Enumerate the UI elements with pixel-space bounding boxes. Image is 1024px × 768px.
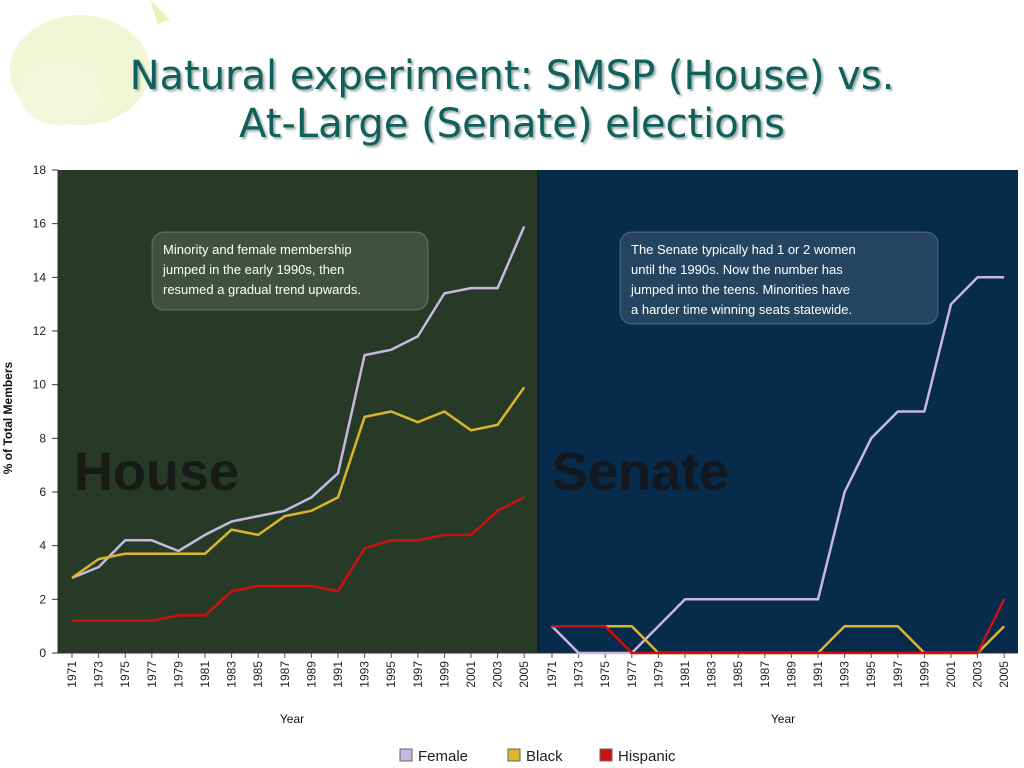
legend-swatch-hispanic	[599, 748, 613, 762]
x-tick-label: 1975	[118, 661, 132, 688]
y-tick-label: 16	[33, 217, 47, 231]
x-tick-label: 1977	[145, 661, 159, 688]
axis-ticks: 0 2 4 6 8 10 12 14 16 18 1971 1973 1975 1977 1979 1981 1…	[33, 163, 1012, 688]
x-tick-label: 1991	[331, 661, 345, 688]
legend-label-black: Black	[526, 748, 563, 765]
house-female-line	[71, 225, 526, 580]
x-tick-label: 1995	[384, 661, 398, 688]
chart-legend: Female Black Hispanic	[399, 748, 676, 765]
x-tick-label: 1995	[864, 661, 878, 688]
annotation-line: The Senate typically had 1 or 2 women	[631, 242, 856, 257]
x-tick-label: 2003	[971, 661, 985, 688]
x-tick-label: 1979	[171, 661, 185, 688]
x-tick-label: 1983	[225, 661, 239, 688]
x-tick-label: 1991	[811, 661, 825, 688]
x-tick-label: 1989	[784, 661, 798, 688]
x-tick-label: 1997	[891, 661, 905, 688]
x-tick-label: 1999	[917, 661, 931, 688]
x-tick-label: 1973	[572, 661, 586, 688]
legend-swatch-black	[507, 748, 521, 762]
x-tick-label: 2001	[944, 661, 958, 688]
x-tick-label: 1987	[758, 661, 772, 688]
representation-chart: House Senate Minority and female members…	[1, 163, 1018, 765]
annotation-line: resumed a gradual trend upwards.	[163, 282, 361, 297]
x-tick-label: 1983	[705, 661, 719, 688]
x-tick-label: 1971	[65, 661, 79, 688]
x-tick-label: 1985	[251, 661, 265, 688]
y-tick-label: 6	[39, 485, 46, 499]
senate-female-line	[551, 276, 1005, 655]
chart-annotations: Minority and female membership jumped in …	[151, 231, 939, 325]
slide-title-line2: At-Large (Senate) elections	[239, 101, 785, 147]
annotation-box	[619, 231, 939, 325]
house-panel-label: House	[74, 442, 239, 502]
annotation-line: jumped in the early 1990s, then	[162, 262, 344, 277]
x-tick-label: 1987	[278, 661, 292, 688]
senate-x-axis-label: Year	[771, 712, 795, 726]
chart-series	[71, 225, 1006, 655]
x-tick-label: 1999	[437, 661, 451, 688]
x-tick-label: 1977	[625, 661, 639, 688]
annotation-line: jumped into the teens. Minorities have	[630, 282, 850, 297]
y-tick-label: 10	[33, 378, 47, 392]
y-tick-label: 8	[39, 431, 46, 445]
legend-label-hispanic: Hispanic	[618, 748, 676, 765]
x-tick-label: 1971	[545, 661, 559, 688]
y-tick-label: 14	[33, 270, 47, 284]
x-tick-label: 2005	[997, 661, 1011, 688]
y-tick-label: 2	[39, 592, 46, 606]
y-tick-label: 18	[33, 163, 47, 177]
slide-title: Natural experiment: SMSP (House) vs. At-…	[0, 52, 1024, 148]
x-tick-label: 2003	[491, 661, 505, 688]
slide-title-line1: Natural experiment: SMSP (House) vs.	[129, 53, 895, 99]
annotation-box	[151, 231, 429, 311]
y-axis-label: % of Total Members	[1, 361, 15, 474]
annotation-line: a harder time winning seats statewide.	[631, 302, 852, 317]
slide-decoration	[10, 0, 170, 125]
y-tick-label: 0	[39, 646, 46, 660]
x-tick-label: 1997	[411, 661, 425, 688]
annotation-line: Minority and female membership	[163, 242, 352, 257]
legend-swatch-female	[399, 748, 413, 762]
house-panel-background	[58, 170, 538, 653]
senate-panel-label: Senate	[552, 442, 729, 502]
x-tick-label: 1981	[678, 661, 692, 688]
house-black-line	[71, 386, 526, 579]
y-tick-label: 12	[33, 324, 47, 338]
house-x-axis-label: Year	[280, 712, 304, 726]
senate-hispanic-line	[552, 598, 1006, 655]
x-tick-label: 1989	[304, 661, 318, 688]
house-hispanic-line	[72, 496, 525, 623]
x-tick-label: 1985	[731, 661, 745, 688]
legend-label-female: Female	[418, 748, 468, 765]
x-tick-label: 1993	[838, 661, 852, 688]
annotation-line: until the 1990s. Now the number has	[631, 262, 843, 277]
x-tick-label: 1975	[598, 661, 612, 688]
x-tick-label: 1981	[198, 661, 212, 688]
x-tick-label: 1993	[358, 661, 372, 688]
senate-panel-background	[538, 170, 1018, 653]
x-tick-label: 1973	[92, 661, 106, 688]
x-tick-label: 1979	[651, 661, 665, 688]
y-tick-label: 4	[39, 539, 46, 553]
x-tick-label: 2005	[517, 661, 531, 688]
x-tick-label: 2001	[464, 661, 478, 688]
